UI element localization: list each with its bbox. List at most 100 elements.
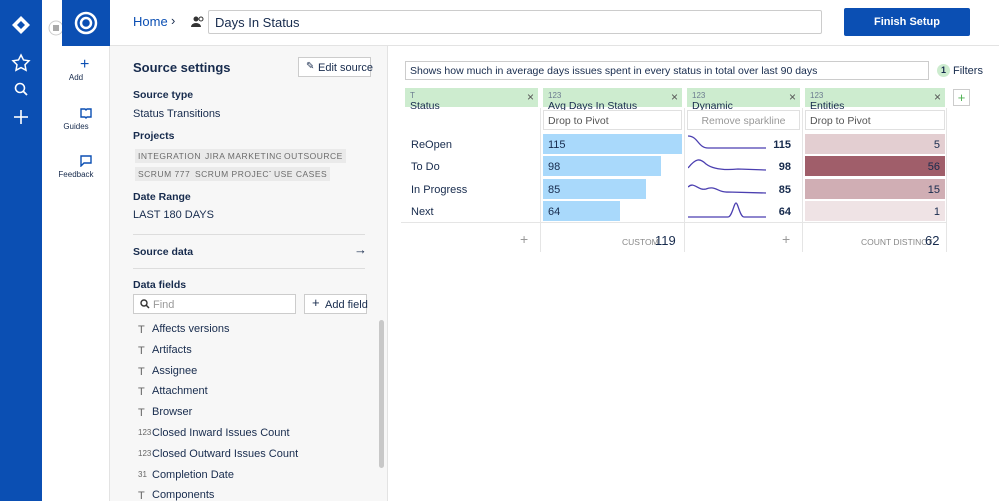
search-icon [140,299,150,309]
report: Shows how much in average days issues sp… [389,46,999,501]
divider [133,234,365,235]
bar [543,178,646,199]
field-name[interactable]: Affects versions [152,323,230,335]
column-icon: 123 [810,91,824,100]
column-icon: T [410,91,415,100]
avg-value: 64 [548,205,561,218]
row-status: ReOpen [411,139,452,151]
column-name: Status [410,100,440,112]
title-input[interactable]: Days In Status [208,10,822,34]
description[interactable]: Shows how much in average days issues sp… [405,61,929,80]
field-icon: 123 [138,448,152,458]
field-icon: T [138,490,145,502]
breadcrumb[interactable]: Home [133,14,168,29]
remove[interactable]: × [933,90,941,104]
header: Home › Days In Status Finish Setup [110,0,999,46]
entity-value: 15 [927,183,940,196]
logo[interactable] [62,0,110,46]
project-tag: OUTSOURCE [281,149,346,163]
field-name[interactable]: Closed Inward Issues Count [152,427,290,439]
pencil-icon: ✎ [306,61,315,72]
drop-zone[interactable]: Remove sparkline [687,110,800,130]
entity-value: 56 [927,161,940,174]
find-input[interactable]: Find [133,294,296,314]
source-data[interactable]: Source data [133,246,194,258]
column-name: Dynamic [692,100,733,112]
guides-icon[interactable] [80,107,92,119]
total-label: COUNT DISTINCT [861,237,933,247]
project-tag: JIRA MARKETING [202,149,286,163]
field-icon: T [138,324,145,336]
edit-source[interactable]: Edit source [298,57,373,77]
value: LAST 180 DAYS [133,209,214,221]
label: Source type [133,89,194,101]
remove[interactable]: × [788,90,796,104]
project-tag: INTEGRATION [135,149,204,163]
add-row[interactable]: + [520,231,529,247]
entity-value: 1 [933,205,940,218]
column-header: T Status × [405,88,538,112]
entity-cell [805,156,945,177]
field-name[interactable]: Components [152,489,215,502]
remove[interactable]: × [526,90,534,104]
table-bottom [401,222,947,223]
filters[interactable]: Filters [953,65,983,77]
column-header: 123 Avg Days In Status × [543,88,682,112]
divider [133,268,365,269]
column-header: 123 Entities × [805,88,945,112]
remove[interactable]: × [670,90,678,104]
avg-value: 115 [548,139,566,151]
sparkline [688,184,767,194]
field-name[interactable]: Artifacts [152,343,192,356]
dynamic-value: 64 [778,205,791,218]
entity-cell [805,200,945,221]
field-name[interactable]: Attachment [152,385,208,398]
dynamic-value: 115 [773,139,791,151]
bar [543,156,662,177]
feedback-icon[interactable] [80,155,92,167]
entity-value: 5 [933,139,940,151]
dynamic-value: 98 [778,161,791,174]
add-column[interactable]: + [953,89,970,106]
label: Projects [133,130,175,142]
field-name[interactable]: Completion Date [152,468,234,481]
filter-count[interactable]: 1 [937,64,950,77]
nav-feedback[interactable]: Feedback [58,170,94,179]
add-field[interactable]: Add field [304,294,368,314]
field-icon: T [138,365,145,378]
finish-button[interactable]: Finish Setup [844,8,970,36]
column-divider [540,108,541,252]
add-icon[interactable]: + [80,56,90,73]
row-status: Next [411,205,434,218]
label: Date Range [133,191,191,203]
row-status: In Progress [411,183,468,196]
project-tag: SCRUM 777 [135,167,194,181]
entity-cell [805,178,945,199]
collapse-button[interactable] [48,20,64,36]
total-value: 119 [655,233,676,248]
field-name[interactable]: Browser [152,406,193,419]
field-icon: T [138,344,145,357]
field-icon: T [138,386,145,399]
column-divider [946,108,947,252]
entity-cell [805,134,945,154]
drop-zone[interactable]: Drop to Pivot [805,110,945,130]
drop-zone[interactable]: Drop to Pivot [543,110,682,130]
source-panel: Source settings Edit source ✎ Source typ… [110,46,388,502]
app-rail [0,0,42,501]
nav-add[interactable]: Add [68,73,84,82]
column-name: Entities [810,100,845,112]
total-label: CUSTOM [622,237,659,247]
scrollbar[interactable] [379,320,384,468]
panel-title: Source settings [133,60,231,75]
field-name[interactable]: Closed Outward Issues Count [152,447,299,460]
avg-value: 85 [548,183,561,196]
nav-panel [42,0,110,501]
sparkline [688,159,767,171]
sparkline [688,202,766,218]
add-row[interactable]: + [782,231,791,247]
arrow[interactable]: → [354,242,367,257]
field-name[interactable]: Assignee [152,364,198,377]
nav-guides[interactable]: Guides [63,122,89,131]
plus: + [312,295,320,310]
